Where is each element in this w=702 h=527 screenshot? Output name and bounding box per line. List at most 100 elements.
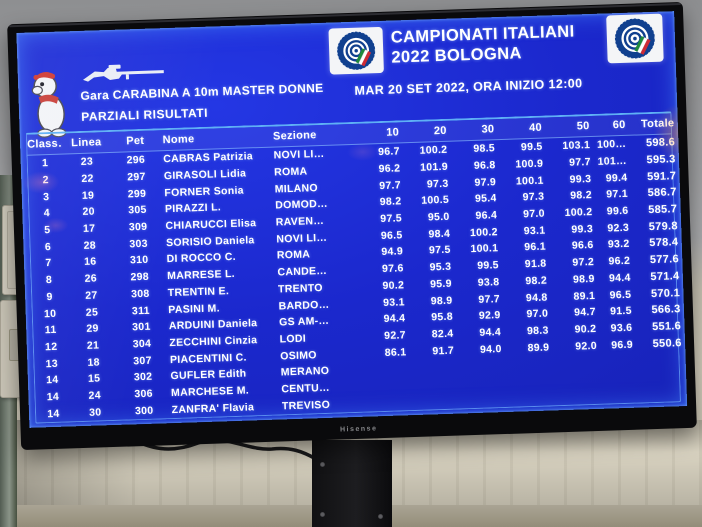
cell-s20: 95.0 bbox=[427, 210, 450, 224]
cell-s50: 90.2 bbox=[574, 322, 597, 336]
screw bbox=[320, 462, 325, 467]
cell-pet: 308 bbox=[130, 287, 150, 301]
cell-s10: 97.6 bbox=[381, 262, 404, 276]
cell-s30 bbox=[455, 365, 503, 367]
cell-s20: 95.8 bbox=[431, 310, 454, 324]
column-header-nome: Nome bbox=[162, 133, 195, 147]
cell-s40 bbox=[503, 380, 551, 382]
cell-s40 bbox=[503, 397, 551, 399]
cell-pet: 307 bbox=[133, 354, 152, 367]
cell-s60 bbox=[598, 378, 634, 379]
tv-brand-label: Hisense bbox=[339, 425, 378, 434]
column-header-pet: Pet bbox=[126, 134, 145, 148]
cell-s10: 96.2 bbox=[378, 162, 401, 176]
cell-s10: 92.7 bbox=[384, 329, 407, 342]
cell-s30: 100.1 bbox=[470, 242, 499, 256]
cell-pet: 305 bbox=[128, 204, 147, 217]
cell-class: 9 bbox=[46, 290, 53, 304]
cell-s20: 98.9 bbox=[430, 294, 453, 307]
cell-nome: CABRAS Patrizia bbox=[163, 150, 254, 166]
cell-pet: 296 bbox=[126, 154, 146, 167]
cell-totale: 586.7 bbox=[647, 186, 677, 200]
cell-sezione: TRENTO bbox=[277, 281, 323, 296]
cell-nome: FORNER Sonia bbox=[164, 184, 245, 199]
cell-s50: 100.2 bbox=[564, 206, 593, 220]
cell-s30 bbox=[455, 382, 503, 384]
cell-linea: 24 bbox=[88, 389, 102, 402]
cell-s10 bbox=[360, 402, 408, 404]
cell-sezione: GS AM-… bbox=[278, 315, 330, 329]
cell-class: 2 bbox=[42, 174, 49, 187]
cell-pet: 303 bbox=[129, 237, 149, 251]
cell-totale: 595.3 bbox=[646, 153, 676, 167]
cell-nome: ZANFRA' Flavia bbox=[171, 401, 255, 416]
cell-s50: 103.1 bbox=[562, 139, 591, 153]
cell-class: 10 bbox=[43, 307, 57, 320]
cell-s40: 97.0 bbox=[526, 307, 549, 321]
cell-s20: 95.9 bbox=[429, 277, 452, 291]
cell-class: 13 bbox=[45, 357, 59, 370]
cell-s50: 99.3 bbox=[571, 222, 594, 236]
cell-linea: 17 bbox=[82, 222, 96, 236]
cell-s60: 91.5 bbox=[609, 304, 632, 318]
cell-s50: 89.1 bbox=[573, 289, 596, 303]
cell-pet: 304 bbox=[132, 337, 152, 351]
cell-s20: 100.5 bbox=[421, 194, 450, 208]
cell-sezione: RAVEN… bbox=[275, 215, 325, 229]
cell-class: 14 bbox=[47, 407, 60, 420]
cell-s40: 93.1 bbox=[523, 224, 546, 238]
cell-totale: 591.7 bbox=[646, 169, 677, 183]
column-header-s20: 20 bbox=[433, 124, 447, 138]
cell-s30: 93.8 bbox=[477, 275, 500, 289]
column-header-sezione: Sezione bbox=[272, 129, 317, 143]
cell-s10 bbox=[360, 385, 408, 387]
federation-logo bbox=[606, 13, 664, 64]
cell-sezione: DOMOD… bbox=[275, 198, 328, 212]
cell-sezione: ROMA bbox=[273, 165, 308, 179]
cell-nome: DI ROCCO C. bbox=[166, 251, 237, 266]
cell-totale: 551.6 bbox=[651, 320, 682, 334]
results-subtitle: PARZIALI RISULTATI bbox=[81, 105, 209, 124]
cell-nome: GUFLER Edith bbox=[170, 367, 247, 383]
cell-sezione: BARDO… bbox=[278, 298, 330, 313]
cell-nome: TRENTIN E. bbox=[167, 284, 230, 299]
cell-class: 11 bbox=[44, 324, 57, 337]
column-header-s40: 40 bbox=[528, 121, 543, 135]
cell-s40: 97.0 bbox=[522, 207, 546, 221]
cell-linea: 15 bbox=[87, 372, 101, 386]
cell-s60: 93.2 bbox=[607, 238, 630, 251]
cell-s40: 94.8 bbox=[525, 291, 548, 304]
cell-s60 bbox=[599, 394, 635, 395]
cell-linea: 30 bbox=[88, 406, 102, 419]
cell-s60: 96.2 bbox=[608, 254, 631, 268]
screw bbox=[320, 512, 325, 517]
cell-s40 bbox=[502, 364, 550, 366]
federation-logo bbox=[328, 26, 384, 75]
cell-s20: 100.2 bbox=[419, 144, 448, 158]
cell-s50: 92.0 bbox=[575, 339, 598, 353]
cell-s30: 100.2 bbox=[469, 225, 498, 239]
cell-pet: 310 bbox=[129, 254, 149, 267]
cell-s60: 101… bbox=[597, 154, 628, 168]
cell-pet: 311 bbox=[131, 304, 150, 317]
cell-linea: 18 bbox=[87, 356, 100, 369]
tv-mount-column bbox=[312, 440, 392, 527]
cell-s60: 96.5 bbox=[609, 288, 632, 302]
cell-totale: 566.3 bbox=[651, 303, 681, 317]
cell-s50: 97.7 bbox=[568, 156, 591, 169]
cell-s40: 97.3 bbox=[522, 191, 545, 204]
cell-s30: 97.9 bbox=[474, 175, 497, 189]
cell-class: 1 bbox=[41, 157, 49, 170]
cell-s30: 96.4 bbox=[475, 209, 498, 222]
rifle-icon bbox=[83, 64, 164, 82]
cell-sezione: MILANO bbox=[274, 181, 319, 196]
cell-s50 bbox=[550, 379, 598, 381]
cell-pet: 309 bbox=[128, 220, 148, 234]
cell-nome: PASINI M. bbox=[168, 301, 220, 316]
cell-s20 bbox=[408, 400, 456, 402]
cell-s10: 97.7 bbox=[379, 179, 402, 192]
cell-s10: 93.1 bbox=[382, 295, 405, 309]
cell-nome: PIRAZZI L. bbox=[164, 201, 222, 216]
cell-linea: 21 bbox=[86, 339, 100, 352]
column-header-class: Class… bbox=[26, 137, 63, 151]
